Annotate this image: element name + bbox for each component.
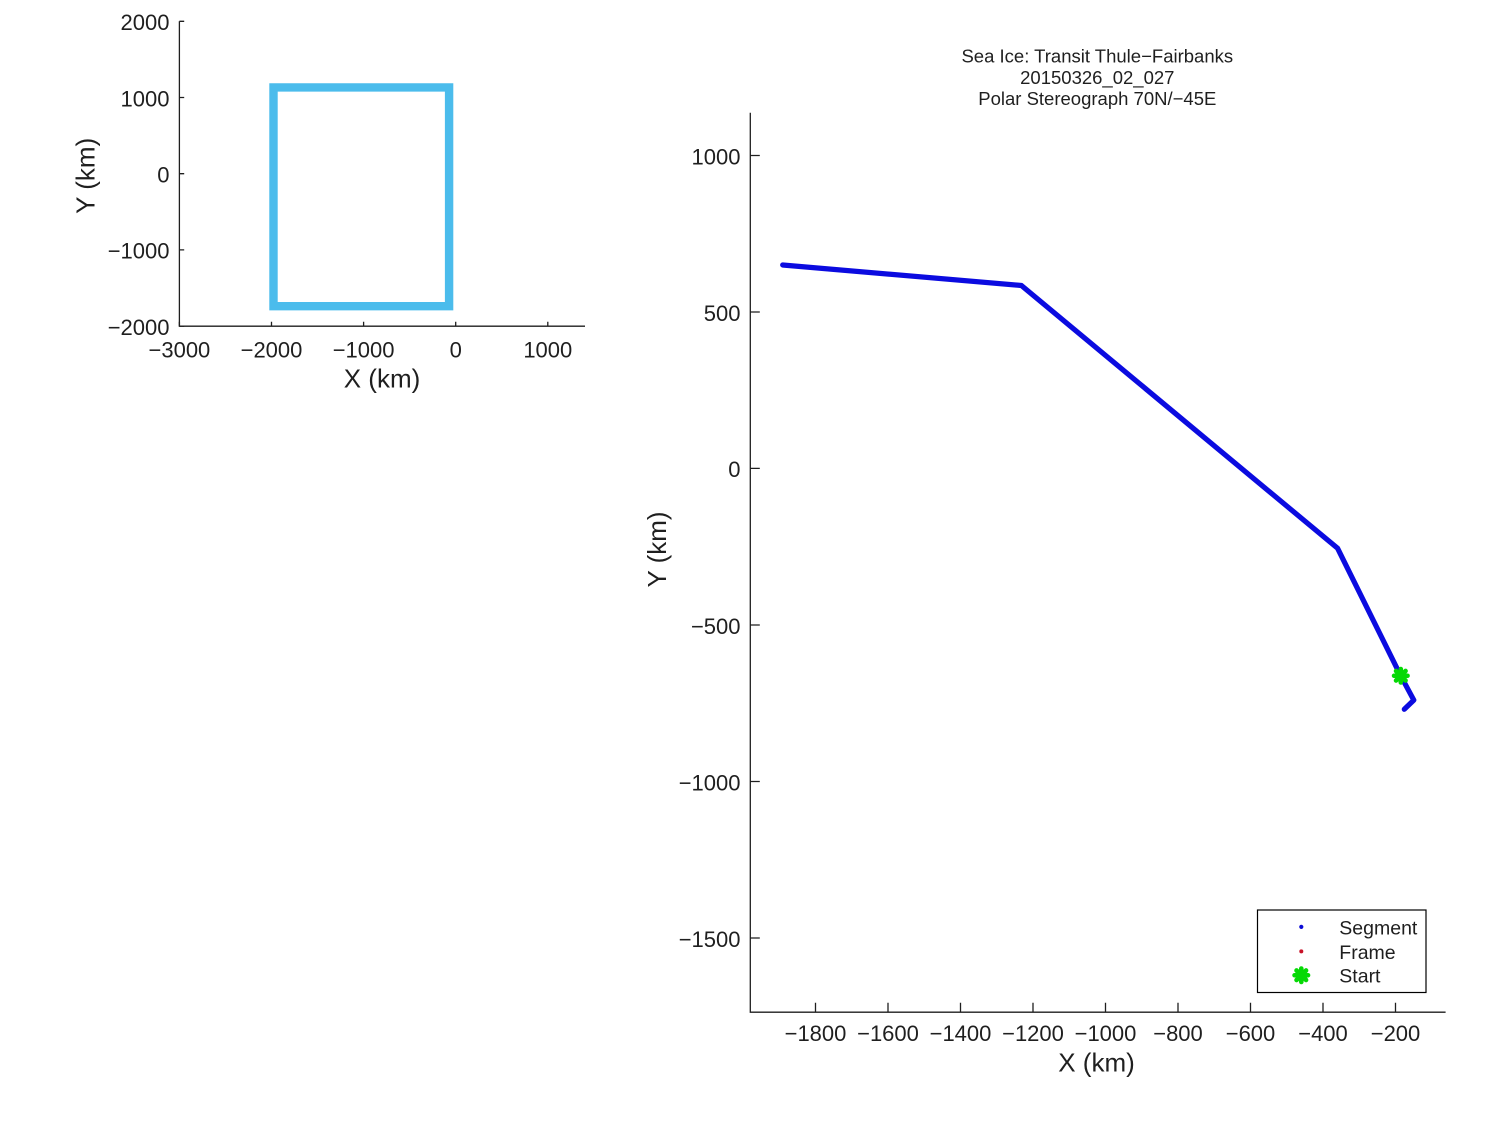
svg-text:2000: 2000 [121,10,170,35]
svg-text:X (km): X (km) [1058,1048,1135,1078]
svg-text:Polar Stereograph 70N/−45E: Polar Stereograph 70N/−45E [978,88,1216,109]
svg-text:−1200: −1200 [1002,1021,1064,1046]
svg-text:Frame: Frame [1339,942,1395,964]
svg-text:−1000: −1000 [1075,1021,1137,1046]
svg-text:−2000: −2000 [108,315,170,340]
svg-text:Y (km): Y (km) [71,138,101,214]
svg-text:X (km): X (km) [344,364,421,394]
svg-text:1000: 1000 [692,144,741,169]
svg-text:−600: −600 [1226,1021,1276,1046]
svg-text:Sea Ice: Transit Thule−Fairban: Sea Ice: Transit Thule−Fairbanks [961,46,1233,67]
svg-text:1000: 1000 [121,86,170,111]
svg-text:500: 500 [704,301,741,326]
svg-text:−1400: −1400 [930,1021,992,1046]
svg-text:−3000: −3000 [149,337,211,362]
svg-text:Start: Start [1339,966,1381,988]
svg-text:−200: −200 [1371,1021,1421,1046]
svg-text:−1500: −1500 [679,927,741,952]
svg-text:20150326_02_027: 20150326_02_027 [1020,67,1174,89]
svg-text:Segment: Segment [1339,917,1418,939]
svg-text:−2000: −2000 [241,337,303,362]
svg-text:−1000: −1000 [333,337,395,362]
svg-text:0: 0 [157,163,169,188]
svg-text:0: 0 [728,457,740,482]
svg-text:−1000: −1000 [679,770,741,795]
svg-text:−500: −500 [691,614,741,639]
svg-text:1000: 1000 [523,337,572,362]
svg-text:−1000: −1000 [108,239,170,264]
svg-text:Y (km): Y (km) [642,511,672,587]
svg-text:−800: −800 [1153,1021,1203,1046]
svg-text:0: 0 [450,337,462,362]
svg-text:−1600: −1600 [857,1021,919,1046]
svg-text:−1800: −1800 [785,1021,847,1046]
svg-text:−400: −400 [1298,1021,1348,1046]
